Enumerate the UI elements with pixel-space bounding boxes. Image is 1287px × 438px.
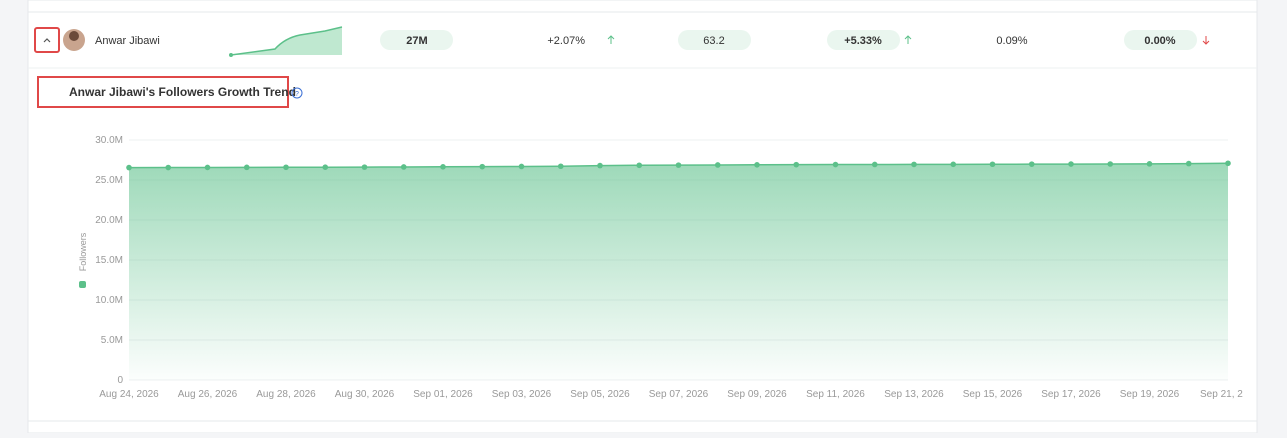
point <box>989 161 996 168</box>
y-tick-label: 0 <box>117 375 123 386</box>
point <box>1185 160 1192 167</box>
point <box>754 162 760 168</box>
point <box>440 164 446 170</box>
engagement-growth: +5.33% <box>844 35 882 47</box>
point <box>1146 161 1153 167</box>
x-tick-label: Sep 21, 2 <box>1200 389 1243 400</box>
y-tick-label: 25.0M <box>95 175 123 186</box>
point <box>950 161 957 168</box>
point <box>126 164 132 171</box>
x-tick-label: Sep 13, 2026 <box>884 389 944 400</box>
x-tick-label: Sep 05, 2026 <box>570 389 630 400</box>
down-arrow <box>1202 36 1210 45</box>
up-arrow <box>607 35 615 44</box>
point <box>1028 161 1035 167</box>
point <box>871 161 878 168</box>
point <box>675 162 682 168</box>
pill <box>678 30 751 50</box>
highlight <box>37 76 289 108</box>
pill <box>827 30 900 50</box>
x-tick-label: Sep 09, 2026 <box>727 389 787 400</box>
point <box>400 164 407 170</box>
point <box>361 164 368 170</box>
point <box>793 161 800 168</box>
point <box>518 163 525 170</box>
point <box>597 162 603 169</box>
highlight <box>34 27 60 53</box>
up-arrow <box>904 35 912 44</box>
help-mark: ? <box>295 91 299 98</box>
pill <box>380 30 453 50</box>
area <box>129 163 1228 380</box>
x-tick-label: Sep 19, 2026 <box>1120 389 1180 400</box>
point <box>636 162 643 169</box>
y-tick-label: 20.0M <box>95 215 123 226</box>
collapse-caret[interactable] <box>43 38 51 43</box>
point <box>165 164 172 171</box>
sparkline <box>230 26 343 56</box>
name[interactable]: Anwar Jibawi <box>95 35 160 47</box>
x-tick-label: Aug 26, 2026 <box>178 389 238 400</box>
legend-dot <box>79 281 86 288</box>
x-tick-label: Aug 28, 2026 <box>256 389 316 400</box>
pill <box>1124 30 1197 50</box>
engagement: 63.2 <box>703 35 724 47</box>
point <box>479 163 486 170</box>
x-tick-label: Aug 30, 2026 <box>335 389 395 400</box>
x-tick-label: Sep 03, 2026 <box>492 389 552 400</box>
x-tick-label: Sep 07, 2026 <box>649 389 709 400</box>
x-tick-label: Sep 01, 2026 <box>413 389 473 400</box>
y-tick-label: 10.0M <box>95 295 123 306</box>
sparkline-dot <box>229 53 233 57</box>
point <box>283 164 289 171</box>
point <box>204 164 211 171</box>
y-tick-label: 15.0M <box>95 255 123 266</box>
point <box>832 161 839 168</box>
avatar-hair <box>69 31 79 41</box>
sparkline-area <box>231 27 342 55</box>
rate-growth: 0.00% <box>1144 35 1175 47</box>
followers-growth: +2.07% <box>547 35 585 47</box>
point <box>557 163 564 170</box>
point <box>322 164 329 170</box>
help-icon[interactable] <box>291 87 303 99</box>
y-tick-label: 5.0M <box>101 335 123 346</box>
point <box>1068 161 1074 167</box>
x-tick-label: Sep 17, 2026 <box>1041 389 1101 400</box>
point <box>1225 160 1231 167</box>
x-tick-label: Aug 24, 2026 <box>99 389 159 400</box>
point <box>1107 161 1114 167</box>
y-tick-label: 30.0M <box>95 135 123 146</box>
rate: 0.09% <box>996 35 1027 47</box>
point <box>243 164 250 171</box>
point <box>911 161 917 168</box>
x-tick-label: Sep 11, 2026 <box>806 389 865 400</box>
followers: 27M <box>406 35 427 47</box>
y-axis-title: Followers <box>78 232 88 271</box>
x-tick-label: Sep 15, 2026 <box>963 389 1023 400</box>
point <box>714 162 721 168</box>
chart-title: Anwar Jibawi's Followers Growth Trend <box>69 85 296 99</box>
